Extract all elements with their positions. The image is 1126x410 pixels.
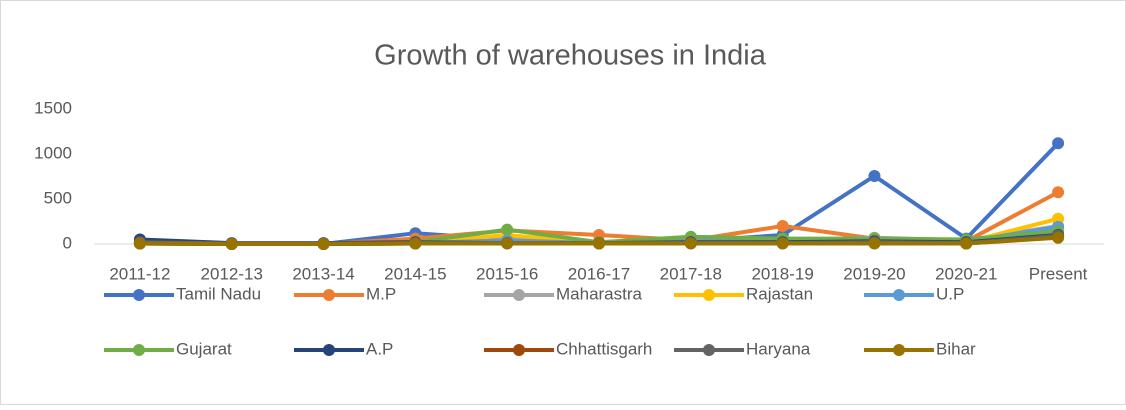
legend-label: U.P [936, 284, 964, 303]
x-tick-label: 2011-12 [109, 264, 170, 283]
x-tick-label: 2018-19 [751, 264, 813, 283]
series-marker [501, 223, 514, 236]
legend-label: Gujarat [176, 339, 232, 358]
x-tick-label: 2012-13 [201, 264, 263, 283]
series-marker [1052, 186, 1065, 199]
legend-marker [513, 344, 525, 356]
x-tick-label: 2014-15 [384, 264, 446, 283]
series-marker [960, 237, 973, 250]
legend-marker [323, 344, 335, 356]
legend-label: A.P [366, 339, 393, 358]
legend-marker [893, 289, 905, 301]
legend-marker [133, 344, 145, 356]
series-marker [317, 238, 330, 250]
x-tick-label: 2020-21 [935, 264, 997, 283]
series-marker [1052, 231, 1065, 244]
series-marker [1052, 137, 1065, 150]
y-tick-label: 1500 [34, 98, 72, 117]
legend-label: Bihar [936, 339, 976, 358]
series-marker [684, 237, 697, 250]
series-marker [501, 237, 514, 250]
x-tick-label: 2015-16 [476, 264, 538, 283]
series-marker [868, 169, 881, 182]
legend-marker [893, 344, 905, 356]
legend-label: Haryana [746, 339, 811, 358]
series-marker [133, 237, 146, 250]
y-tick-label: 0 [63, 233, 72, 252]
x-tick-label: Present [1029, 264, 1088, 283]
legend-label: Tamil Nadu [176, 284, 261, 303]
series-marker [776, 220, 789, 232]
series-marker [409, 237, 422, 250]
x-tick-label: 2017-18 [660, 264, 722, 283]
legend-marker [323, 289, 335, 301]
x-tick-label: 2016-17 [568, 264, 630, 283]
legend-marker [703, 344, 715, 356]
legend-label: Maharastra [556, 284, 643, 303]
series-marker [593, 237, 605, 250]
legend-label: Chhattisgarh [556, 339, 652, 358]
y-tick-label: 1000 [34, 143, 72, 162]
x-tick-label: 2019-20 [843, 264, 905, 283]
legend-label: M.P [366, 284, 396, 303]
legend-label: Rajastan [746, 284, 813, 303]
series-marker [868, 237, 881, 250]
series-marker [776, 237, 789, 250]
legend-marker [703, 289, 715, 301]
legend-marker [513, 289, 525, 301]
x-tick-label: 2013-14 [292, 264, 354, 283]
y-tick-label: 500 [44, 188, 72, 207]
legend-marker [133, 289, 145, 301]
chart-title: Growth of warehouses in India [374, 40, 767, 72]
series-marker [225, 238, 238, 250]
